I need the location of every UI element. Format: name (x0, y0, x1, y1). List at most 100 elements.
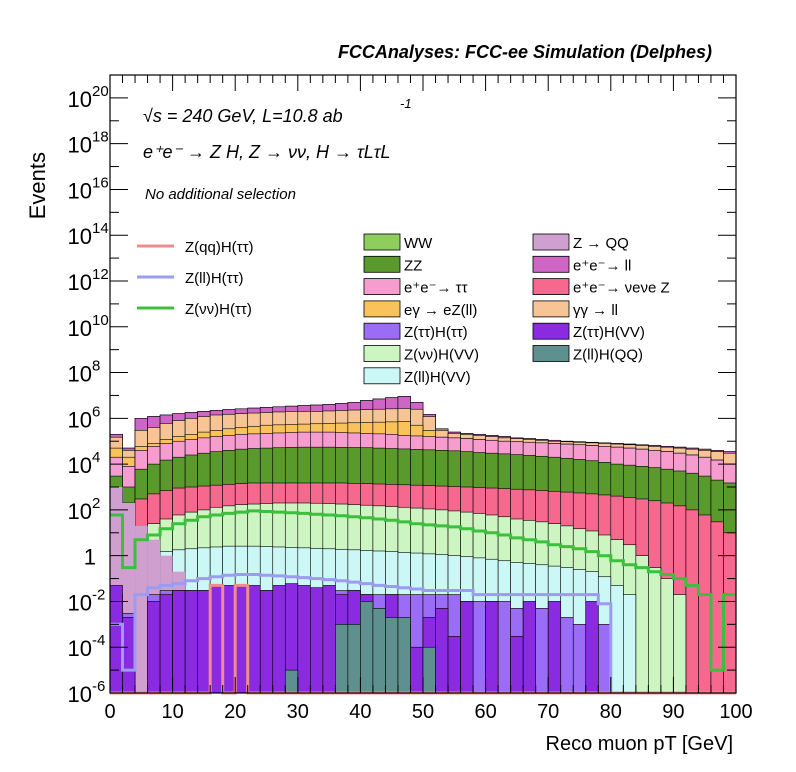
bar (510, 636, 524, 694)
y-tick-base: 10 (68, 362, 92, 387)
x-tick-label: 40 (349, 701, 371, 723)
legend-box-entry: Z(ττ)H(ττ) (363, 322, 468, 341)
bar (372, 608, 386, 694)
legend-box-entry: WW (363, 233, 433, 252)
bar (159, 594, 173, 694)
y-tick-label: 10 16 (68, 174, 109, 203)
y-tick-base: 10 (68, 316, 92, 341)
x-axis: 0 10 20 30 40 50 60 70 80 90 100 (104, 75, 753, 723)
legend-box-swatch (363, 322, 401, 340)
bar (209, 585, 223, 694)
y-tick-label: 10 -2 (68, 586, 106, 615)
y-tick-base: 10 (68, 270, 92, 295)
bar (585, 601, 599, 694)
x-tick-label: 20 (224, 701, 246, 723)
chart-title: FCCAnalyses: FCC-ee Simulation (Delphes) (338, 42, 712, 62)
y-tick-exponent: -2 (92, 586, 105, 603)
bar (547, 601, 562, 694)
legend-box-entry: γγ → ll (532, 300, 618, 319)
bar (335, 624, 349, 694)
bar (560, 617, 574, 694)
legend-box-entry: e⁺e⁻→ ll (532, 255, 631, 274)
x-tick-label: 80 (600, 701, 622, 723)
bar (610, 585, 624, 694)
legend-box-label: Z(ττ)H(ττ) (404, 324, 468, 341)
selection-text: No additional selection (145, 186, 296, 203)
x-tick-label: 60 (474, 701, 496, 723)
legend-box-entry: Z(ll)H(QQ) (532, 345, 643, 364)
y-tick-label: 10 8 (68, 358, 101, 387)
bar (222, 585, 236, 694)
bar (247, 585, 261, 694)
legend: Z(qq)H(ττ) Z(ll)H(ττ) Z(νν)H(ττ) WW ZZ e⁺e⁻→ … (137, 233, 670, 386)
legend-box-label: ZZ (404, 257, 422, 274)
y-tick-base: 10 (68, 636, 92, 661)
legend-box-label: Z(ll)H(QQ) (573, 347, 643, 364)
y-tick-exponent: 14 (92, 220, 109, 237)
bar (723, 532, 737, 694)
energy-text: √s = 240 GeV, L=10.8 ab (143, 106, 343, 126)
legend-line-label: Z(νν)H(ττ) (185, 301, 252, 318)
x-tick-label: 70 (537, 701, 559, 723)
legend-box-swatch (532, 255, 570, 273)
legend-box-label: Z(ll)H(VV) (404, 369, 471, 386)
y-tick-exponent: 6 (92, 403, 100, 420)
bar (710, 521, 724, 694)
y-tick-base: 10 (68, 178, 92, 203)
y-tick-base: 10 (68, 133, 92, 158)
legend-box-entry: eγ → eZ(ll) (363, 300, 477, 319)
legend-box-entry: e⁺e⁻→ ττ (363, 278, 468, 297)
y-axis-label: Events (25, 152, 50, 219)
bar (410, 646, 424, 694)
legend-box-swatch (363, 278, 401, 296)
y-tick-base: 10 (68, 87, 92, 112)
y-tick-label: 10 10 (68, 312, 109, 341)
bar (135, 525, 148, 693)
y-tick-base: 10 (68, 224, 92, 249)
bar (460, 601, 474, 694)
y-tick-exponent: 8 (92, 358, 100, 375)
stacked-histogram-bars (109, 396, 737, 694)
x-tick-label: 10 (161, 701, 183, 723)
bar (635, 555, 649, 694)
bar (485, 601, 499, 694)
legend-line-entry: Z(νν)H(ττ) (137, 301, 252, 318)
bar (422, 646, 436, 694)
bar (572, 624, 587, 694)
legend-box-swatch (532, 278, 570, 296)
bar (259, 590, 274, 694)
y-tick-label: 10 12 (68, 266, 109, 295)
bar (497, 601, 511, 694)
bar (698, 514, 712, 694)
bar (472, 601, 486, 694)
y-tick-exponent: 12 (92, 266, 109, 283)
x-tick-label: 100 (719, 701, 752, 723)
energy-annotation: √s = 240 GeV, L=10.8 ab -1 (143, 96, 412, 126)
x-tick-label: 0 (104, 701, 115, 723)
bar (197, 590, 211, 694)
legend-box-swatch (363, 300, 401, 318)
bar (660, 578, 674, 694)
legend-box-entry: e⁺e⁻→ νeνe Z (532, 278, 670, 297)
bar (685, 509, 699, 694)
y-tick-label: 10 20 (68, 83, 109, 112)
legend-box-entry: Z(ll)H(VV) (363, 367, 471, 386)
bar (597, 624, 612, 694)
y-tick-label: 10 14 (68, 220, 109, 249)
legend-box-swatch (532, 322, 570, 340)
legend-box-label: Z → QQ (573, 235, 629, 252)
y-tick-base: 10 (68, 407, 92, 432)
bar (673, 594, 687, 694)
legend-box-label: Z(νν)H(VV) (404, 347, 479, 364)
bar (360, 601, 374, 694)
legend-box-label: Z(ττ)H(VV) (573, 324, 645, 341)
bar (184, 590, 198, 694)
y-tick-label: 10 4 (68, 449, 101, 478)
legend-box-swatch (532, 233, 570, 251)
signal-line-0 (110, 509, 736, 672)
legend-box-swatch (532, 345, 570, 362)
legend-box-label: e⁺e⁻→ νeνe Z (573, 280, 670, 297)
bar (347, 624, 361, 694)
